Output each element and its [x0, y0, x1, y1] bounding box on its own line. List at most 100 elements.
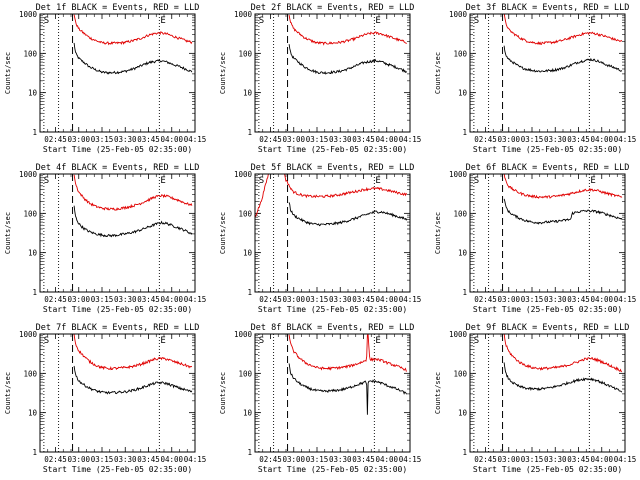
x-tick-label: 03:45: [567, 135, 590, 144]
x-tick-label: 03:45: [352, 295, 375, 304]
series-lld: [503, 14, 623, 46]
x-tick-label: 04:15: [614, 295, 637, 304]
series-lld: [73, 174, 193, 211]
y-axis-label: Counts/sec: [219, 372, 227, 414]
plot-frame: [254, 13, 411, 133]
y-tick-label: 10: [28, 249, 38, 258]
x-axis-label: Start Time (25-Feb-05 02:35:00): [43, 465, 192, 474]
y-tick-label: 10: [458, 249, 468, 258]
x-axis-label: Start Time (25-Feb-05 02:35:00): [43, 145, 192, 154]
panel-det-5: Det 5f BLACK = Events, RED = LLD Counts/s…: [219, 163, 421, 314]
x-tick-label: 03:45: [352, 455, 375, 464]
x-tick-label: 03:00: [497, 295, 520, 304]
x-tick-label: 03:30: [544, 135, 567, 144]
x-tick-label: 02:45: [44, 295, 67, 304]
y-tick-label: 1: [462, 448, 467, 457]
panel-det-9: Det 9f BLACK = Events, RED = LLD Counts/s…: [434, 323, 636, 474]
x-tick-label: 03:15: [91, 135, 114, 144]
y-axis-label: Counts/sec: [4, 372, 12, 414]
x-tick-label: 03:15: [91, 295, 114, 304]
plot-frame: [469, 173, 626, 293]
panel-det-3: Det 3f BLACK = Events, RED = LLD Counts/s…: [434, 3, 636, 154]
x-axis-label: Start Time (25-Feb-05 02:35:00): [473, 305, 622, 314]
panel-title: Det 5f BLACK = Events, RED = LLD: [251, 163, 415, 173]
panel-title: Det 6f BLACK = Events, RED = LLD: [466, 163, 630, 173]
plot-frame: [254, 173, 411, 293]
series-lld: [73, 14, 193, 46]
x-tick-label: 03:15: [521, 455, 544, 464]
series-events: [503, 45, 623, 73]
marker-s: S: [474, 336, 479, 346]
x-tick-label: 04:15: [614, 455, 637, 464]
panel-det-6: Det 6f BLACK = Events, RED = LLD Counts/s…: [434, 163, 636, 314]
x-tick-label: 04:00: [160, 295, 183, 304]
panel-title: Det 9f BLACK = Events, RED = LLD: [466, 323, 630, 333]
y-axis-label: Counts/sec: [219, 52, 227, 94]
y-tick-label: 100: [23, 49, 37, 58]
series-lld: [503, 334, 623, 373]
x-tick-label: 04:00: [375, 455, 398, 464]
marker-s: S: [44, 336, 49, 346]
x-tick-label: 04:00: [160, 455, 183, 464]
y-tick-label: 10: [28, 89, 38, 98]
x-tick-label: 03:00: [282, 135, 305, 144]
x-tick-label: 04:15: [184, 135, 207, 144]
y-tick-label: 1000: [449, 330, 468, 339]
x-axis-label: Start Time (25-Feb-05 02:35:00): [258, 465, 407, 474]
marker-e: E: [375, 336, 380, 346]
x-tick-label: 03:30: [114, 295, 137, 304]
series-events: [73, 42, 193, 75]
y-tick-label: 1: [32, 448, 37, 457]
x-axis-label: Start Time (25-Feb-05 02:35:00): [258, 145, 407, 154]
series-events: [288, 363, 408, 415]
x-tick-label: 03:30: [329, 295, 352, 304]
x-tick-label: 03:00: [497, 135, 520, 144]
y-tick-label: 1000: [234, 170, 253, 179]
y-tick-label: 1000: [234, 10, 253, 19]
y-tick-label: 100: [238, 209, 252, 218]
series-lld: [503, 174, 623, 199]
marker-e: E: [375, 16, 380, 26]
x-tick-label: 03:45: [352, 135, 375, 144]
x-tick-label: 04:15: [184, 295, 207, 304]
x-tick-label: 03:45: [567, 455, 590, 464]
x-tick-label: 03:45: [137, 295, 160, 304]
x-axis-label: Start Time (25-Feb-05 02:35:00): [473, 145, 622, 154]
series-lld: [255, 174, 408, 218]
plot-frame: [39, 333, 196, 453]
x-tick-label: 02:45: [259, 135, 282, 144]
series-events: [73, 365, 193, 395]
y-tick-label: 1: [247, 448, 252, 457]
x-tick-label: 02:45: [474, 295, 497, 304]
y-axis-label: Counts/sec: [434, 372, 442, 414]
x-tick-label: 03:45: [137, 455, 160, 464]
marker-s: S: [259, 176, 264, 186]
panel-title: Det 1f BLACK = Events, RED = LLD: [36, 3, 200, 13]
y-tick-label: 1: [247, 128, 252, 137]
y-tick-label: 10: [458, 409, 468, 418]
y-axis-label: Counts/sec: [4, 212, 12, 254]
y-tick-label: 1000: [19, 330, 38, 339]
x-tick-label: 04:15: [399, 455, 422, 464]
x-tick-label: 03:15: [306, 295, 329, 304]
x-tick-label: 04:15: [399, 135, 422, 144]
y-tick-label: 100: [453, 369, 467, 378]
series-events: [73, 205, 193, 238]
y-tick-label: 1: [32, 288, 37, 297]
y-tick-label: 1000: [234, 330, 253, 339]
y-tick-label: 1: [32, 128, 37, 137]
x-tick-label: 03:45: [137, 135, 160, 144]
series-events: [503, 198, 623, 225]
y-tick-label: 100: [453, 49, 467, 58]
x-tick-label: 03:00: [67, 455, 90, 464]
y-tick-label: 1: [462, 288, 467, 297]
plot-frame: [39, 173, 196, 293]
y-axis-label: Counts/sec: [434, 52, 442, 94]
x-tick-label: 03:45: [567, 295, 590, 304]
marker-s: S: [259, 336, 264, 346]
x-tick-label: 03:30: [544, 455, 567, 464]
panel-det-7: Det 7f BLACK = Events, RED = LLD Counts/s…: [4, 323, 206, 474]
series-events: [288, 44, 408, 75]
y-tick-label: 10: [243, 89, 253, 98]
marker-e: E: [590, 336, 595, 346]
